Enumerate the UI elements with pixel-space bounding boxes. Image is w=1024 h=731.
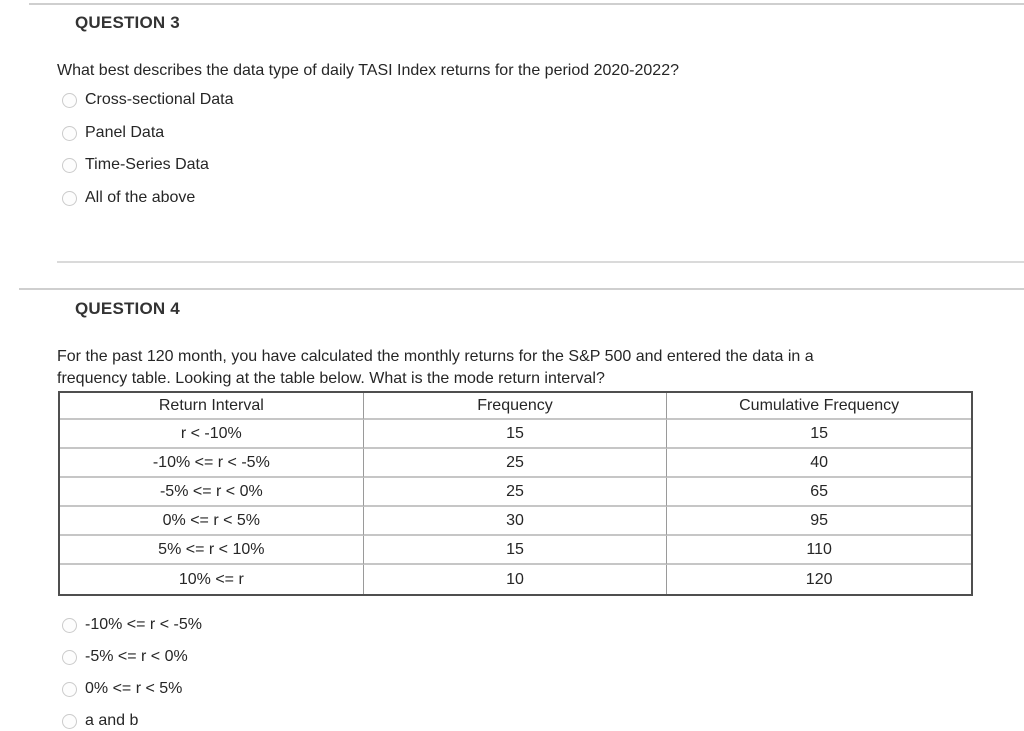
table-cell: 15 <box>363 536 668 565</box>
table-cell: 25 <box>363 449 668 478</box>
radio-button-icon[interactable] <box>62 190 77 206</box>
table-cell: 40 <box>667 449 971 478</box>
table-cell: r < -10% <box>60 420 364 449</box>
table-cell: -5% <= r < 0% <box>60 478 364 507</box>
option-label: Cross-sectional Data <box>85 91 234 108</box>
frequency-table: Return Interval Frequency Cumulative Fre… <box>58 391 973 596</box>
table-header-return-interval: Return Interval <box>60 393 364 420</box>
table-row: -10% <= r < -5% 25 40 <box>60 449 971 478</box>
question-4-text-line-2: frequency table. Looking at the table be… <box>57 370 605 387</box>
radio-button-icon[interactable] <box>62 681 77 697</box>
table-cell: -10% <= r < -5% <box>60 449 364 478</box>
table-cell: 5% <= r < 10% <box>60 536 364 565</box>
question-4-option-2[interactable]: -5% <= r < 0% <box>62 648 188 666</box>
question-4-heading: QUESTION 4 <box>75 299 180 318</box>
section-divider <box>19 288 1024 290</box>
radio-button-icon[interactable] <box>62 125 77 141</box>
question-3-option-1[interactable]: Cross-sectional Data <box>62 91 234 109</box>
table-cell: 30 <box>363 507 668 536</box>
table-row: 0% <= r < 5% 30 95 <box>60 507 971 536</box>
radio-button-icon[interactable] <box>62 713 77 729</box>
question-4-text-line-1: For the past 120 month, you have calcula… <box>57 348 814 365</box>
table-row: 5% <= r < 10% 15 110 <box>60 536 971 565</box>
table-cell: 0% <= r < 5% <box>60 507 364 536</box>
radio-button-icon[interactable] <box>62 617 77 633</box>
table-header-frequency: Frequency <box>363 393 668 420</box>
table-cell: 10 <box>364 565 668 594</box>
table-cell: 110 <box>667 536 971 565</box>
top-divider <box>29 3 1024 5</box>
question-3-text: What best describes the data type of dai… <box>57 62 679 79</box>
question-3-option-2[interactable]: Panel Data <box>62 124 164 142</box>
table-row: 10% <= r 10 120 <box>60 565 971 594</box>
table-cell: 65 <box>667 478 971 507</box>
option-label: 0% <= r < 5% <box>85 680 183 697</box>
option-label: Panel Data <box>85 124 165 141</box>
question-4-option-4[interactable]: a and b <box>62 712 138 730</box>
question-3-bottom-divider <box>57 261 1024 263</box>
question-3-option-4[interactable]: All of the above <box>62 189 195 207</box>
table-row: -5% <= r < 0% 25 65 <box>60 478 971 507</box>
question-4-option-1[interactable]: -10% <= r < -5% <box>62 616 202 634</box>
table-cell: 25 <box>363 478 668 507</box>
question-3-option-3[interactable]: Time-Series Data <box>62 156 209 174</box>
option-label: All of the above <box>85 189 196 206</box>
table-header-cumulative-frequency: Cumulative Frequency <box>667 393 971 420</box>
option-label: a and b <box>85 712 139 729</box>
table-cell: 95 <box>667 507 971 536</box>
question-4-option-3[interactable]: 0% <= r < 5% <box>62 680 182 698</box>
option-label: -5% <= r < 0% <box>85 648 188 665</box>
table-cell: 15 <box>363 420 668 449</box>
option-label: -10% <= r < -5% <box>85 616 202 633</box>
table-cell: 15 <box>667 420 971 449</box>
table-header-row: Return Interval Frequency Cumulative Fre… <box>60 393 971 420</box>
radio-button-icon[interactable] <box>62 649 77 665</box>
question-3-heading: QUESTION 3 <box>75 13 180 32</box>
radio-button-icon[interactable] <box>62 157 77 173</box>
radio-button-icon[interactable] <box>62 92 77 108</box>
table-cell: 120 <box>805 570 833 588</box>
table-row: r < -10% 15 15 <box>60 420 971 449</box>
table-cell: 10% <= r <box>60 565 364 594</box>
option-label: Time-Series Data <box>85 156 209 173</box>
